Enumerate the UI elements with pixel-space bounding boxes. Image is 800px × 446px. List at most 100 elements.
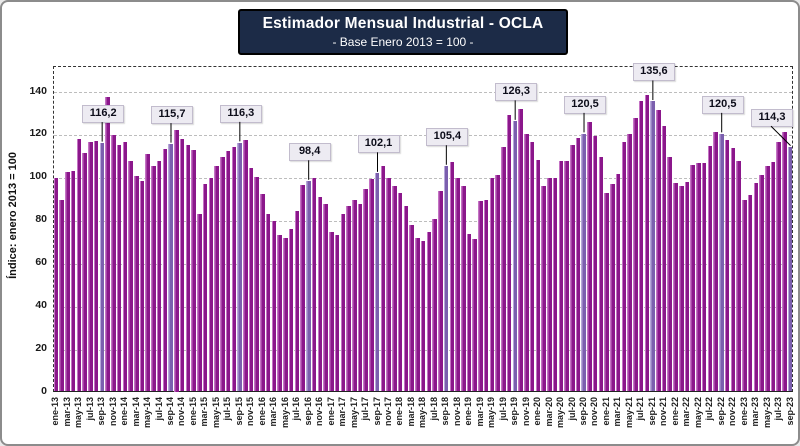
bar	[53, 177, 59, 392]
plot-area	[53, 66, 793, 392]
x-tick-label: may-19	[486, 396, 497, 428]
x-tick-label: jul-19	[497, 396, 508, 421]
gridline	[54, 92, 792, 93]
x-tick-label: ene-18	[394, 396, 405, 426]
bar	[598, 157, 604, 392]
bar	[277, 234, 282, 392]
bar	[713, 131, 718, 392]
x-tick-label: jul-15	[222, 396, 233, 421]
bar	[547, 177, 552, 392]
bar	[569, 144, 575, 392]
chart-subtitle: - Base Enero 2013 = 100 -	[332, 35, 474, 49]
bar	[156, 160, 162, 392]
bar	[638, 100, 644, 392]
bar	[111, 134, 116, 392]
bar	[392, 186, 397, 392]
bar	[116, 144, 122, 392]
bar	[701, 162, 707, 392]
x-tick-label: ene-21	[600, 396, 611, 426]
x-tick-label: sep-22	[715, 396, 726, 426]
bar	[145, 154, 150, 392]
y-tick-label: 20	[35, 342, 47, 355]
bar	[592, 136, 598, 392]
bar	[260, 193, 265, 392]
bar	[271, 220, 277, 392]
x-tick-label: may-13	[73, 396, 84, 428]
x-tick-label: ene-19	[463, 396, 474, 426]
bar	[730, 147, 736, 392]
bar	[535, 159, 541, 392]
y-tick-label: 140	[29, 84, 47, 97]
bar-highlight	[374, 173, 380, 392]
bar	[59, 200, 64, 392]
y-tick-label: 60	[35, 256, 47, 269]
bar	[541, 186, 546, 392]
bar	[621, 142, 627, 392]
bar-highlight	[99, 143, 105, 392]
x-tick-label: sep-13	[96, 396, 107, 426]
bar	[311, 177, 317, 392]
y-tick-label: 80	[35, 213, 47, 226]
x-tick-label: sep-19	[509, 396, 520, 426]
bar	[88, 142, 93, 392]
bar	[690, 164, 695, 392]
bar	[248, 168, 254, 392]
data-label: 116,3	[219, 104, 262, 123]
x-tick-label: ene-20	[532, 396, 543, 426]
x-tick-label: ene-14	[119, 396, 130, 426]
bar	[403, 205, 409, 392]
bar	[82, 153, 87, 392]
x-tick-label: may-17	[348, 396, 359, 428]
x-tick-label: nov-21	[658, 396, 669, 426]
bar	[770, 161, 776, 392]
x-tick-label: mar-16	[268, 396, 279, 427]
bar	[455, 177, 460, 392]
bar	[724, 140, 730, 392]
bar	[225, 151, 231, 392]
x-tick-label: jul-21	[635, 396, 646, 421]
bar	[191, 149, 196, 392]
x-tick-label: mar-22	[681, 396, 692, 427]
x-tick-label: sep-15	[233, 396, 244, 426]
bar	[587, 122, 592, 392]
x-tick-label: may-23	[761, 396, 772, 428]
bar	[409, 225, 414, 392]
x-tick-label: ene-15	[187, 396, 198, 426]
x-tick-label: ene-16	[256, 396, 267, 426]
bar	[506, 114, 512, 392]
bar	[105, 97, 110, 392]
x-tick-label: nov-18	[451, 396, 462, 426]
bar	[656, 110, 661, 392]
bar	[678, 186, 684, 392]
bar	[369, 178, 374, 392]
data-label: 115,7	[150, 106, 193, 125]
gridline	[54, 220, 792, 222]
bar	[65, 172, 70, 392]
bar	[340, 214, 346, 392]
bar	[667, 157, 673, 392]
bar	[483, 200, 489, 392]
bar	[283, 237, 288, 392]
bar	[179, 139, 185, 392]
bar	[300, 185, 305, 392]
bar	[432, 218, 437, 392]
chart-title: Estimador Mensual Industrial - OCLA	[262, 15, 544, 32]
x-tick-label: nov-13	[107, 396, 118, 426]
bar-highlight	[237, 142, 242, 392]
bar	[254, 176, 259, 392]
x-tick-label: mar-21	[612, 396, 623, 427]
bar-highlight	[650, 101, 655, 392]
x-tick-label: mar-13	[61, 396, 72, 427]
data-label: 114,3	[751, 109, 793, 128]
x-tick-label: may-16	[279, 396, 290, 428]
data-label: 135,6	[632, 63, 675, 82]
x-tick-label: jul-23	[773, 396, 784, 421]
bar	[208, 177, 214, 392]
bar	[76, 139, 82, 392]
gridline	[54, 134, 792, 136]
bar	[501, 146, 506, 392]
x-tick-label: sep-21	[646, 396, 657, 426]
data-label: 105,4	[426, 128, 469, 147]
x-tick-label: may-15	[210, 396, 221, 428]
